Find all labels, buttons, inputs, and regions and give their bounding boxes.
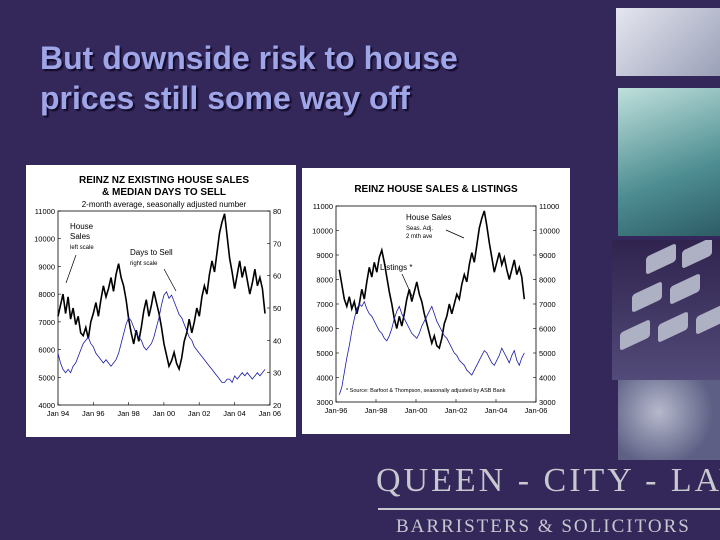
y-right-tick-label: 4000 [539, 374, 556, 383]
annotation-arrow [65, 254, 77, 284]
decorative-photo-glasses [616, 8, 720, 76]
y-right-tick-label: 60 [273, 272, 281, 281]
y-left-tick-label: 6000 [38, 346, 55, 355]
y-right-tick-label: 50 [273, 304, 281, 313]
y-left-tick-label: 5000 [38, 373, 55, 382]
y-right-tick-label: 11000 [539, 202, 559, 211]
chart-annotation-text: Days to Sell [130, 248, 173, 257]
x-tick-label: Jan 96 [82, 409, 105, 418]
chart-title-line-2: & MEDIAN DAYS TO SELL [102, 187, 226, 198]
y-left-tick-label: 8000 [38, 290, 55, 299]
x-tick-label: Jan-04 [485, 406, 508, 415]
chart-annotation-text: House [70, 222, 94, 231]
chart-annotation-subtext: Seas. Adj. [406, 226, 433, 232]
y-left-tick-label: 7000 [38, 318, 55, 327]
x-tick-label: Jan 94 [47, 409, 70, 418]
slide-title-line-2: prices still some way off [40, 80, 410, 116]
decorative-photo-pen [618, 88, 720, 236]
logo-tagline: BARRISTERS & SOLICITORS [396, 516, 691, 537]
x-tick-label: Jan-98 [365, 406, 388, 415]
x-tick-label: Jan-06 [525, 406, 548, 415]
y-left-tick-label: 10000 [312, 227, 333, 236]
y-right-tick-label: 8000 [539, 276, 556, 285]
x-tick-label: Jan-00 [405, 406, 428, 415]
y-right-tick-label: 10000 [539, 227, 560, 236]
series-line-house-sales [57, 213, 266, 372]
chart-annotation-subtext: right scale [130, 261, 158, 267]
x-tick-label: Jan 00 [153, 409, 176, 418]
y-left-tick-label: 6000 [316, 325, 333, 334]
sales-listings-chart: REINZ HOUSE SALES & LISTINGS 3000 4000 5000… [312, 184, 560, 415]
y-left-tick-label: 11000 [35, 207, 55, 216]
chart-subtitle: 2-month average, seasonally adjusted num… [82, 200, 247, 209]
x-tick-label: Jan-02 [445, 406, 468, 415]
x-tick-label: Jan 04 [223, 409, 246, 418]
logo-wordmark: QUEEN - CITY - LAW [376, 462, 720, 499]
x-tick-label: Jan 06 [259, 409, 282, 418]
decorative-photo-clock [618, 380, 720, 460]
chart-title-line-1: REINZ HOUSE SALES & LISTINGS [354, 184, 518, 195]
sales-days-chart: REINZ NZ EXISTING HOUSE SALES& MEDIAN DA… [34, 175, 282, 418]
chart-annotation-text: House Sales [406, 213, 451, 222]
series-line-secondary [57, 290, 266, 384]
y-left-tick-label: 9000 [38, 262, 55, 271]
y-left-tick-label: 8000 [316, 276, 333, 285]
y-right-tick-label: 20 [273, 401, 281, 410]
y-right-tick-label: 5000 [539, 349, 556, 358]
y-left-tick-label: 10000 [34, 235, 55, 244]
series-line-secondary [338, 300, 525, 395]
chart-title-line-1: REINZ NZ EXISTING HOUSE SALES [79, 175, 249, 186]
y-left-tick-label: 7000 [316, 300, 333, 309]
annotation-arrow [163, 268, 177, 292]
y-left-tick-label: 4000 [38, 401, 55, 410]
logo-divider [378, 508, 720, 510]
y-left-tick-label: 9000 [316, 251, 333, 260]
y-right-tick-label: 7000 [539, 300, 556, 309]
chart-annotation-text: Listings * [380, 263, 412, 272]
chart-annotation-subtext: left scale [70, 245, 94, 251]
annotation-arrow [401, 273, 413, 297]
y-left-tick-label: 4000 [316, 374, 333, 383]
y-left-tick-label: 5000 [316, 349, 333, 358]
y-right-tick-label: 3000 [539, 398, 556, 407]
y-right-tick-label: 70 [273, 239, 281, 248]
chart-annotation-text: * Source: Barfoot & Thompson, seasonally… [346, 388, 506, 394]
annotation-arrow [445, 229, 465, 239]
y-right-tick-label: 80 [273, 207, 281, 216]
chart-annotation-text: Sales [70, 232, 90, 241]
x-tick-label: Jan 02 [188, 409, 211, 418]
y-right-tick-label: 9000 [539, 251, 556, 260]
slide-title-line-1: But downside risk to house [40, 40, 458, 76]
x-tick-label: Jan-96 [325, 406, 348, 415]
x-tick-label: Jan 98 [117, 409, 140, 418]
y-left-tick-label: 3000 [316, 398, 333, 407]
y-right-tick-label: 40 [273, 336, 281, 345]
y-right-tick-label: 30 [273, 369, 281, 378]
y-left-tick-label: 11000 [313, 202, 333, 211]
plot-area-frame [335, 205, 537, 403]
chart-annotation-subtext: 2 mth ave [406, 234, 433, 240]
chart-panel-sales-days: REINZ NZ EXISTING HOUSE SALES & MEDIAN DA… [26, 165, 296, 437]
decorative-photo-keyboard [612, 240, 720, 380]
series-line-house-sales [338, 210, 526, 350]
slide-title: But downside risk to house prices still … [40, 38, 580, 118]
y-right-tick-label: 6000 [539, 325, 556, 334]
chart-panel-sales-listings: REINZ HOUSE SALES & LISTINGS 3000 4000 5000… [302, 168, 570, 434]
